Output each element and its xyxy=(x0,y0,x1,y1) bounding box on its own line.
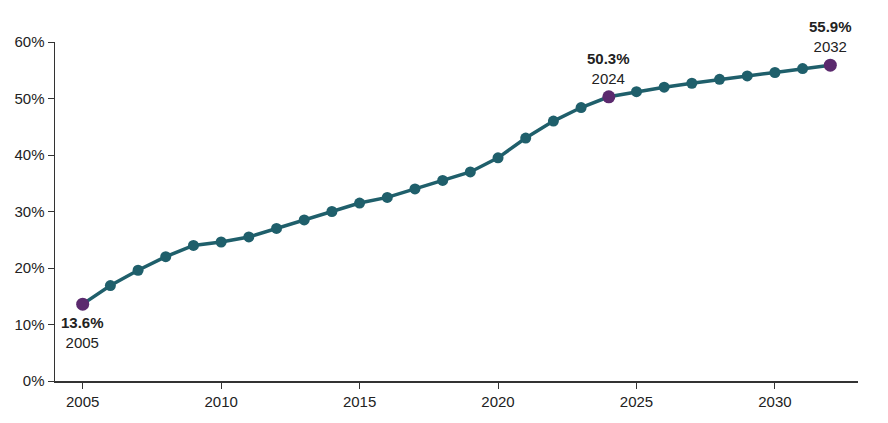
svg-text:2015: 2015 xyxy=(343,393,376,410)
svg-text:50%: 50% xyxy=(14,90,44,107)
svg-text:50.3%2024: 50.3%2024 xyxy=(587,50,630,87)
svg-text:2005: 2005 xyxy=(66,393,99,410)
svg-text:0%: 0% xyxy=(23,372,45,389)
svg-text:13.6%2005: 13.6%2005 xyxy=(61,314,104,351)
svg-text:2010: 2010 xyxy=(204,393,237,410)
svg-text:2030: 2030 xyxy=(758,393,791,410)
svg-text:55.9%2032: 55.9%2032 xyxy=(809,18,852,55)
svg-text:40%: 40% xyxy=(14,146,44,163)
svg-text:2020: 2020 xyxy=(481,393,514,410)
svg-text:10%: 10% xyxy=(14,316,44,333)
svg-text:20%: 20% xyxy=(14,259,44,276)
svg-text:30%: 30% xyxy=(14,203,44,220)
svg-text:2025: 2025 xyxy=(620,393,653,410)
svg-text:60%: 60% xyxy=(14,33,44,50)
